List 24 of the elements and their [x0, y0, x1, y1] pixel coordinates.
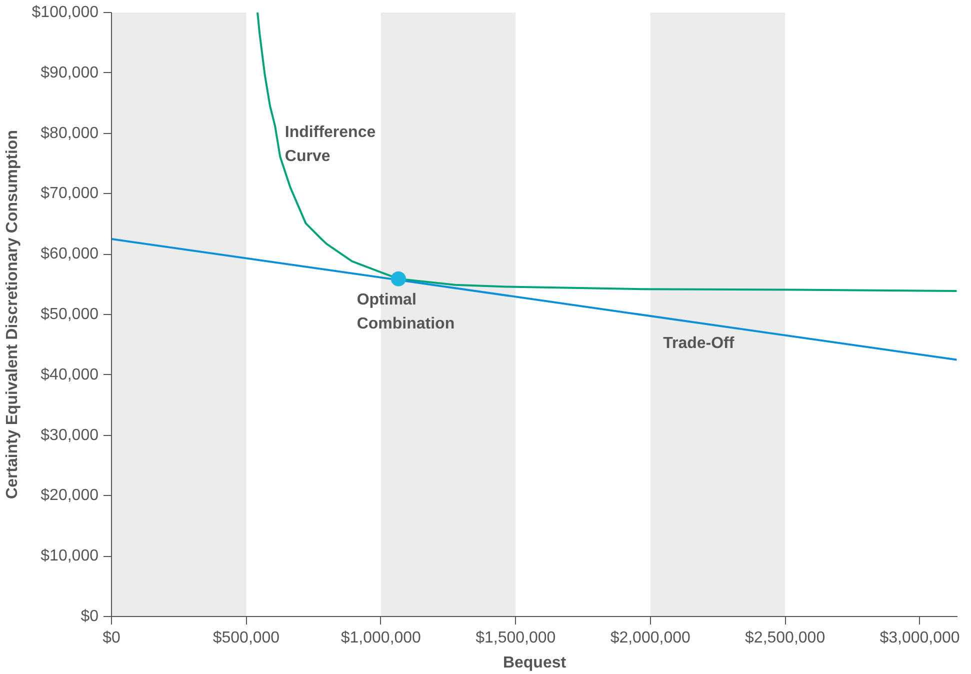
- y-tick-label: $90,000: [40, 64, 99, 82]
- y-tick-label: $0: [80, 608, 99, 625]
- series-label: Optimal Combination: [356, 292, 455, 332]
- line-series: [256, 12, 958, 292]
- x-axis-title: Bequest: [502, 654, 567, 672]
- y-tick-label: $50,000: [40, 306, 99, 323]
- y-axis-title: Certainty Equivalent Discretionary Consumption: [4, 130, 21, 499]
- y-tick-label: $80,000: [40, 124, 99, 142]
- x-tick-label: $0: [102, 630, 120, 646]
- x-tick-label: $500,000: [212, 630, 280, 646]
- x-tick-label: $2,000,000: [610, 630, 690, 646]
- x-tick-label: $2,500,000: [745, 630, 826, 646]
- series-label: Trade-Off: [663, 335, 735, 352]
- y-tick-label: $20,000: [40, 487, 99, 504]
- y-tick-label: $10,000: [40, 548, 99, 565]
- series-label: Indifference Curve: [284, 124, 376, 166]
- y-tick-label: $100,000: [32, 4, 99, 21]
- y-tick-label: $30,000: [40, 426, 99, 444]
- x-tick-label: $1,500,000: [476, 630, 556, 646]
- x-tick-label: $1,000,000: [340, 630, 422, 646]
- x-tick-label: $3,000,000: [880, 630, 960, 646]
- y-tick-label: $70,000: [40, 185, 99, 202]
- y-tick-label: $60,000: [40, 246, 99, 263]
- y-tick-label: $40,000: [40, 366, 99, 384]
